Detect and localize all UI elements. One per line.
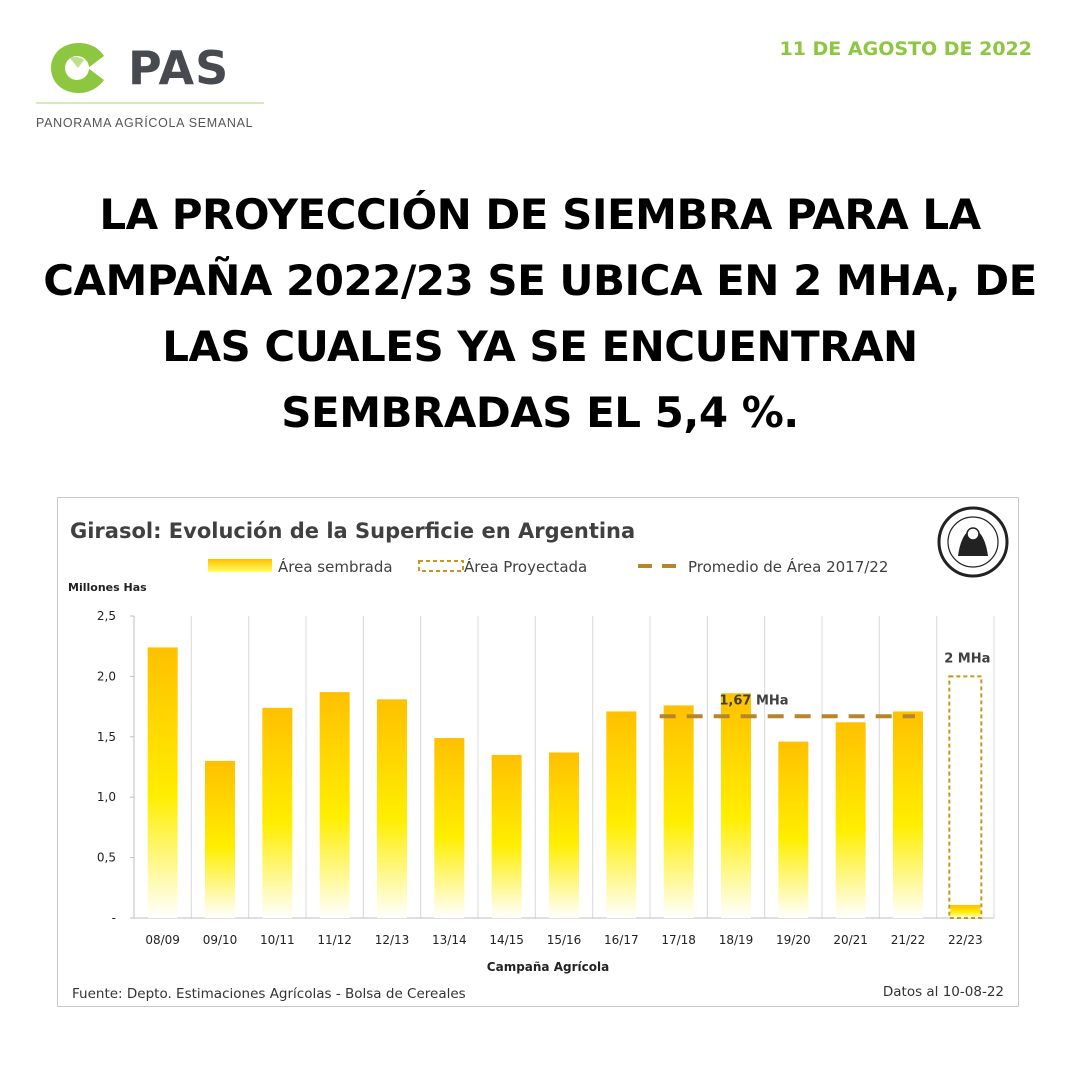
bar-area-sembrada	[377, 699, 407, 918]
logo-divider	[36, 102, 264, 104]
data-annotation: 2 MHa	[944, 651, 990, 666]
bar-area-sembrada	[491, 754, 522, 918]
x-tick-label: 20/21	[833, 933, 868, 947]
bar-area-sembrada	[262, 707, 293, 918]
y-axis-label: Millones Has	[68, 581, 147, 594]
bar-area-sembrada	[950, 904, 981, 918]
chart-data-date: Datos al 10-08-22	[883, 984, 1004, 1000]
bar-area-proyectada	[948, 675, 983, 919]
bar-area-sembrada	[721, 693, 751, 918]
chart-source: Fuente: Depto. Estimaciones Agrícolas - …	[72, 986, 466, 1002]
legend-swatch-sembrada	[208, 559, 272, 572]
x-tick-label: 14/15	[489, 933, 524, 947]
bar-area-sembrada	[893, 711, 923, 918]
bolsa-de-cereales-seal	[937, 506, 1009, 578]
x-tick-label: 22/23	[948, 933, 983, 947]
x-tick-label: 13/14	[432, 933, 467, 947]
y-tick-label: 1,5	[97, 730, 116, 744]
legend-label-promedio: Promedio de Área 2017/22	[688, 557, 888, 576]
x-axis-label: Campaña Agrícola	[487, 960, 609, 974]
bar-area-sembrada	[835, 722, 866, 918]
plot-area: - 0,5 1,0 1,5 2,0 2,5 1,67 MHa 2 MHa 08/09 09/10 1…	[97, 609, 995, 947]
x-tick-label: 17/18	[661, 933, 696, 947]
bar-area-sembrada	[606, 711, 637, 918]
x-tick-label: 21/22	[891, 933, 926, 947]
y-tick-label: 2,5	[97, 609, 116, 623]
data-annotation: 1,67 MHa	[719, 693, 788, 708]
legend-label-sembrada: Área sembrada	[278, 557, 393, 576]
bar-area-sembrada	[778, 741, 809, 918]
x-tick-label: 12/13	[375, 933, 410, 947]
headline: LA PROYECCIÓN DE SIEMBRA PARA LA CAMPAÑA…	[43, 190, 1037, 437]
legend-swatch-proyectada	[418, 560, 464, 572]
x-tick-label: 15/16	[547, 933, 582, 947]
y-tick-label: 1,0	[97, 790, 116, 804]
bar-area-sembrada	[147, 647, 178, 918]
x-tick-label: 09/10	[203, 933, 238, 947]
chart-title: Girasol: Evolución de la Superficie en A…	[70, 519, 635, 543]
bar-area-sembrada	[319, 692, 350, 918]
logo-text: PAS	[128, 41, 230, 95]
chart-frame: Girasol: Evolución de la Superficie en A…	[57, 497, 1019, 1007]
y-tick-label: -	[112, 911, 116, 925]
pas-logo-icon	[51, 43, 104, 93]
y-tick-label: 2,0	[97, 669, 116, 683]
bar-area-sembrada	[205, 760, 235, 918]
x-tick-label: 10/11	[260, 933, 295, 947]
x-tick-label: 19/20	[776, 933, 811, 947]
x-tick-label: 18/19	[719, 933, 754, 947]
bar-area-sembrada	[434, 738, 465, 918]
legend-label-proyectada: Área Proyectada	[464, 557, 587, 576]
y-tick-label: 0,5	[97, 851, 116, 865]
publication-date: 11 DE AGOSTO DE 2022	[779, 38, 1032, 60]
pas-logo: PAS PANORAMA AGRÍCOLA SEMANAL	[36, 36, 276, 136]
x-tick-label: 11/12	[317, 933, 352, 947]
x-tick-label: 08/09	[145, 933, 180, 947]
bar-area-sembrada	[663, 705, 694, 918]
x-tick-label: 16/17	[604, 933, 639, 947]
bar-chart: Girasol: Evolución de la Superficie en A…	[68, 506, 1009, 1002]
logo-subtitle: PANORAMA AGRÍCOLA SEMANAL	[36, 116, 254, 130]
bar-area-sembrada	[549, 752, 579, 918]
